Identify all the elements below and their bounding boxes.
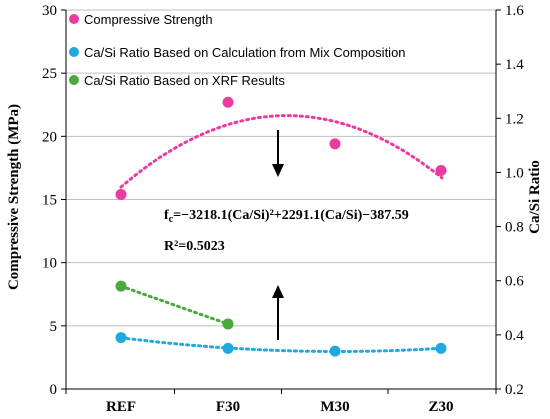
y-right-tick-label-6: 1.4: [505, 57, 524, 73]
legend-marker-casi-calculated: [69, 47, 79, 57]
point-series-1-f30: [222, 342, 234, 354]
arrow-up-head: [272, 285, 284, 298]
y-left-tick-label-1: 5: [50, 319, 58, 335]
point-series-2-ref: [115, 280, 127, 292]
y-right-tick-label-7: 1.6: [505, 3, 524, 19]
legend: Compressive Strength Ca/Si Ratio Based o…: [69, 12, 406, 88]
y-axis-left-title: Compressive Strength (MPa): [6, 104, 22, 290]
regression-equation: fc=−3218.1(Ca/Si)²+2291.1(Ca/Si)−387.59: [164, 208, 409, 225]
legend-label-compressive-strength: Compressive Strength: [84, 12, 213, 27]
arrow-up: [272, 285, 284, 340]
y-right-tick-label-2: 0.6: [505, 274, 524, 290]
data-points: [115, 96, 447, 357]
point-series-1-ref: [115, 332, 127, 344]
y-left-tick-label-6: 30: [42, 3, 57, 19]
trendline-series-0: [119, 114, 444, 189]
r-squared-label: R²=0.5023: [164, 239, 225, 254]
trendline-series-2: [119, 284, 230, 326]
x-tick-label-ref: REF: [106, 399, 136, 415]
y-right-tick-label-5: 1.2: [505, 111, 524, 127]
y-left-tick-label-2: 10: [42, 256, 57, 272]
gridlines: [66, 9, 496, 327]
arrow-down-head: [272, 164, 284, 177]
y-left-tick-label-5: 25: [42, 66, 57, 82]
legend-label-casi-calculated: Ca/Si Ratio Based on Calculation from Mi…: [84, 45, 406, 60]
legend-marker-casi-xrf: [69, 75, 79, 85]
trendlines: [119, 114, 444, 353]
legend-marker-compressive-strength: [69, 14, 79, 24]
y-right-tick-label-0: 0.2: [505, 382, 524, 398]
point-series-1-m30: [329, 345, 341, 357]
y-axis-right-title: Ca/Si Ratio: [527, 160, 543, 234]
arrow-down: [272, 130, 284, 177]
point-series-0-m30: [329, 138, 341, 150]
point-series-2-f30: [222, 318, 234, 330]
point-series-0-z30: [435, 164, 447, 176]
trendline-series-1: [119, 336, 444, 353]
legend-label-casi-xrf: Ca/Si Ratio Based on XRF Results: [84, 73, 285, 88]
y-left-tick-label-4: 20: [42, 129, 57, 145]
point-series-0-f30: [222, 96, 234, 108]
y-right-tick-label-4: 1.0: [505, 165, 524, 181]
y-right-tick-label-3: 0.8: [505, 220, 524, 236]
x-tick-label-z30: Z30: [428, 399, 453, 415]
y-right-tick-label-1: 0.4: [505, 328, 524, 344]
x-tick-label-m30: M30: [320, 399, 349, 415]
y-left-tick-label-0: 0: [50, 382, 58, 398]
x-tick-label-f30: F30: [216, 399, 240, 415]
point-series-1-z30: [435, 342, 447, 354]
y-left-tick-label-3: 15: [42, 193, 57, 209]
point-series-0-ref: [115, 188, 127, 200]
axes: 0 5 10 15 20 25 30 0.2 0.4 0.6 0.8 1.0 1.2 1.4 1.6 REF F…: [42, 3, 524, 415]
